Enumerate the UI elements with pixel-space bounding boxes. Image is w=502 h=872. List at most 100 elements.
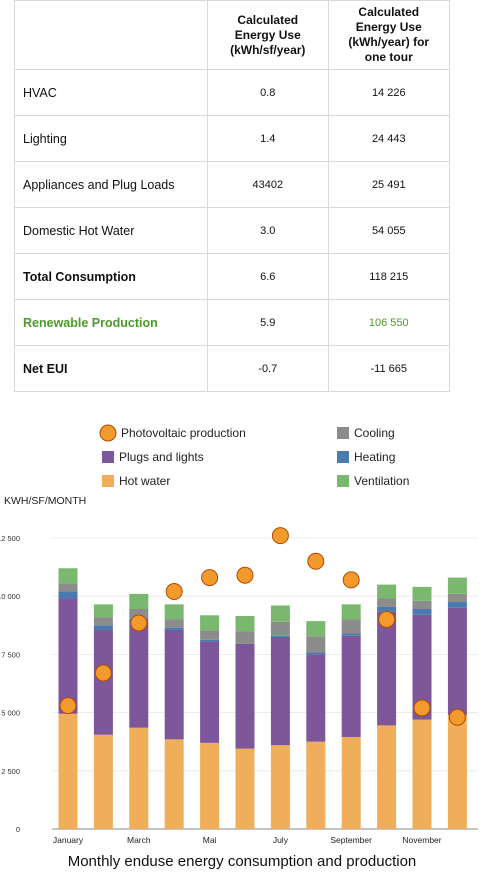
chart-title: Monthly enduse energy consumption and pr… xyxy=(68,853,417,870)
bar-ventilation-february xyxy=(93,604,113,618)
bar-plugs-and-lights-november xyxy=(412,614,432,720)
legend-swatch-plugs-and-lights xyxy=(102,451,114,463)
legend-swatch-hot-water xyxy=(102,475,114,487)
row-label: Appliances and Plug Loads xyxy=(14,161,208,208)
legend-label-heating: Heating xyxy=(354,450,395,464)
chart-legend: Photovoltaic production Cooling Plugs and … xyxy=(99,424,409,488)
bar-hot-water-july xyxy=(270,745,290,829)
bar-ventilation-april xyxy=(164,604,184,620)
bar-hot-water-december xyxy=(447,714,467,829)
energy-table: Calculated Energy Use (kWh/sf/year) Calc… xyxy=(14,0,451,392)
x-tick-label: November xyxy=(402,835,441,845)
pv-point-september xyxy=(342,571,360,589)
pv-point-december xyxy=(448,708,466,726)
bar-heating-july xyxy=(270,635,290,637)
pv-point-november xyxy=(413,699,431,717)
bar-ventilation-june xyxy=(235,615,255,632)
bar-cooling-november xyxy=(412,600,432,610)
bar-ventilation-october xyxy=(377,584,397,599)
table-row-appliances: Appliances and Plug Loads 43402 25 491 xyxy=(14,161,451,208)
bar-stacks xyxy=(58,568,467,829)
bar-cooling-april xyxy=(164,619,184,628)
x-tick-labels: January March Mai July September November xyxy=(53,835,442,845)
bar-hot-water-june xyxy=(235,748,255,829)
pv-point-august xyxy=(307,552,325,570)
bar-cooling-february xyxy=(93,617,113,626)
row-label: Net EUI xyxy=(14,345,208,392)
bar-hot-water-september xyxy=(341,737,361,829)
bar-plugs-and-lights-march xyxy=(129,621,149,728)
header-cell-empty xyxy=(14,0,208,70)
pv-point-june xyxy=(236,566,254,584)
bar-cooling-december xyxy=(447,593,467,603)
bar-plugs-and-lights-december xyxy=(447,607,467,715)
table-row-lighting: Lighting 1.4 24 443 xyxy=(14,115,451,162)
pv-point-january xyxy=(59,697,77,715)
bar-hot-water-october xyxy=(377,725,397,829)
row-value-per-sf: -0.7 xyxy=(207,345,329,392)
row-value-per-tour: 25 491 xyxy=(327,161,451,208)
bar-plugs-and-lights-mai xyxy=(200,641,220,743)
row-value-per-tour: 14 226 xyxy=(327,69,451,116)
row-value-per-sf: 3.0 xyxy=(207,207,329,254)
bar-ventilation-november xyxy=(412,586,432,601)
pv-point-april xyxy=(165,583,183,601)
bar-heating-august xyxy=(306,652,326,655)
bar-hot-water-february xyxy=(93,734,113,829)
bar-heating-december xyxy=(447,602,467,608)
bar-ventilation-december xyxy=(447,577,467,594)
legend-label-plugs-and-lights: Plugs and lights xyxy=(119,450,204,464)
x-tick-label: July xyxy=(273,835,289,845)
x-tick-label: Mai xyxy=(203,835,217,845)
bar-cooling-january xyxy=(58,583,78,592)
table-row-renewable: Renewable Production 5.9 106 550 xyxy=(14,299,451,346)
legend-label-hot-water: Hot water xyxy=(119,474,170,488)
row-label: Domestic Hot Water xyxy=(14,207,208,254)
x-tick-label: March xyxy=(127,835,151,845)
bar-heating-february xyxy=(93,625,113,630)
bar-heating-april xyxy=(164,627,184,630)
table-row-hot-water: Domestic Hot Water 3.0 54 055 xyxy=(14,207,451,254)
bar-plugs-and-lights-august xyxy=(306,654,326,742)
bar-plugs-and-lights-february xyxy=(93,629,113,735)
bar-hot-water-mai xyxy=(200,742,220,829)
legend-label-cooling: Cooling xyxy=(354,426,395,440)
bar-plugs-and-lights-july xyxy=(270,636,290,746)
x-tick-label: September xyxy=(330,835,372,845)
row-value-per-tour: 24 443 xyxy=(327,115,451,162)
pv-point-march xyxy=(130,614,148,632)
bar-ventilation-august xyxy=(306,621,326,637)
row-value-per-tour: 106 550 xyxy=(327,299,451,346)
y-tick-label: 12 500 xyxy=(0,534,20,543)
bar-hot-water-august xyxy=(306,741,326,829)
legend-label-ventilation: Ventilation xyxy=(354,474,409,488)
legend-swatch-ventilation xyxy=(337,475,349,487)
bar-ventilation-january xyxy=(58,568,78,584)
legend-swatch-cooling xyxy=(337,427,349,439)
bar-ventilation-march xyxy=(129,593,149,610)
legend-swatch-heating xyxy=(337,451,349,463)
y-tick-label: 0 xyxy=(16,825,20,834)
row-label: Renewable Production xyxy=(14,299,208,346)
row-value-per-sf: 43402 xyxy=(207,161,329,208)
bar-heating-november xyxy=(412,609,432,615)
bar-hot-water-march xyxy=(129,727,149,829)
bar-cooling-september xyxy=(341,619,361,634)
bar-heating-september xyxy=(341,633,361,636)
pv-point-february xyxy=(94,664,112,682)
bar-cooling-october xyxy=(377,598,397,607)
row-value-per-sf: 0.8 xyxy=(207,69,329,116)
bar-hot-water-november xyxy=(412,719,432,829)
row-value-per-tour: 54 055 xyxy=(327,207,451,254)
bar-cooling-march xyxy=(129,609,149,619)
table-row-hvac: HVAC 0.8 14 226 xyxy=(14,69,451,116)
bar-hot-water-january xyxy=(58,713,78,829)
y-tick-label: 10 000 xyxy=(0,592,20,601)
row-value-per-tour: -11 665 xyxy=(327,345,451,392)
bar-hot-water-april xyxy=(164,739,184,829)
y-tick-labels: 0 2 500 5 000 7 500 10 000 12 500 xyxy=(0,534,20,834)
table-row-net-eui: Net EUI -0.7 -11 665 xyxy=(14,345,451,392)
bar-heating-january xyxy=(58,591,78,599)
legend-swatch-photovoltaic-production xyxy=(99,424,117,442)
bar-ventilation-september xyxy=(341,604,361,620)
